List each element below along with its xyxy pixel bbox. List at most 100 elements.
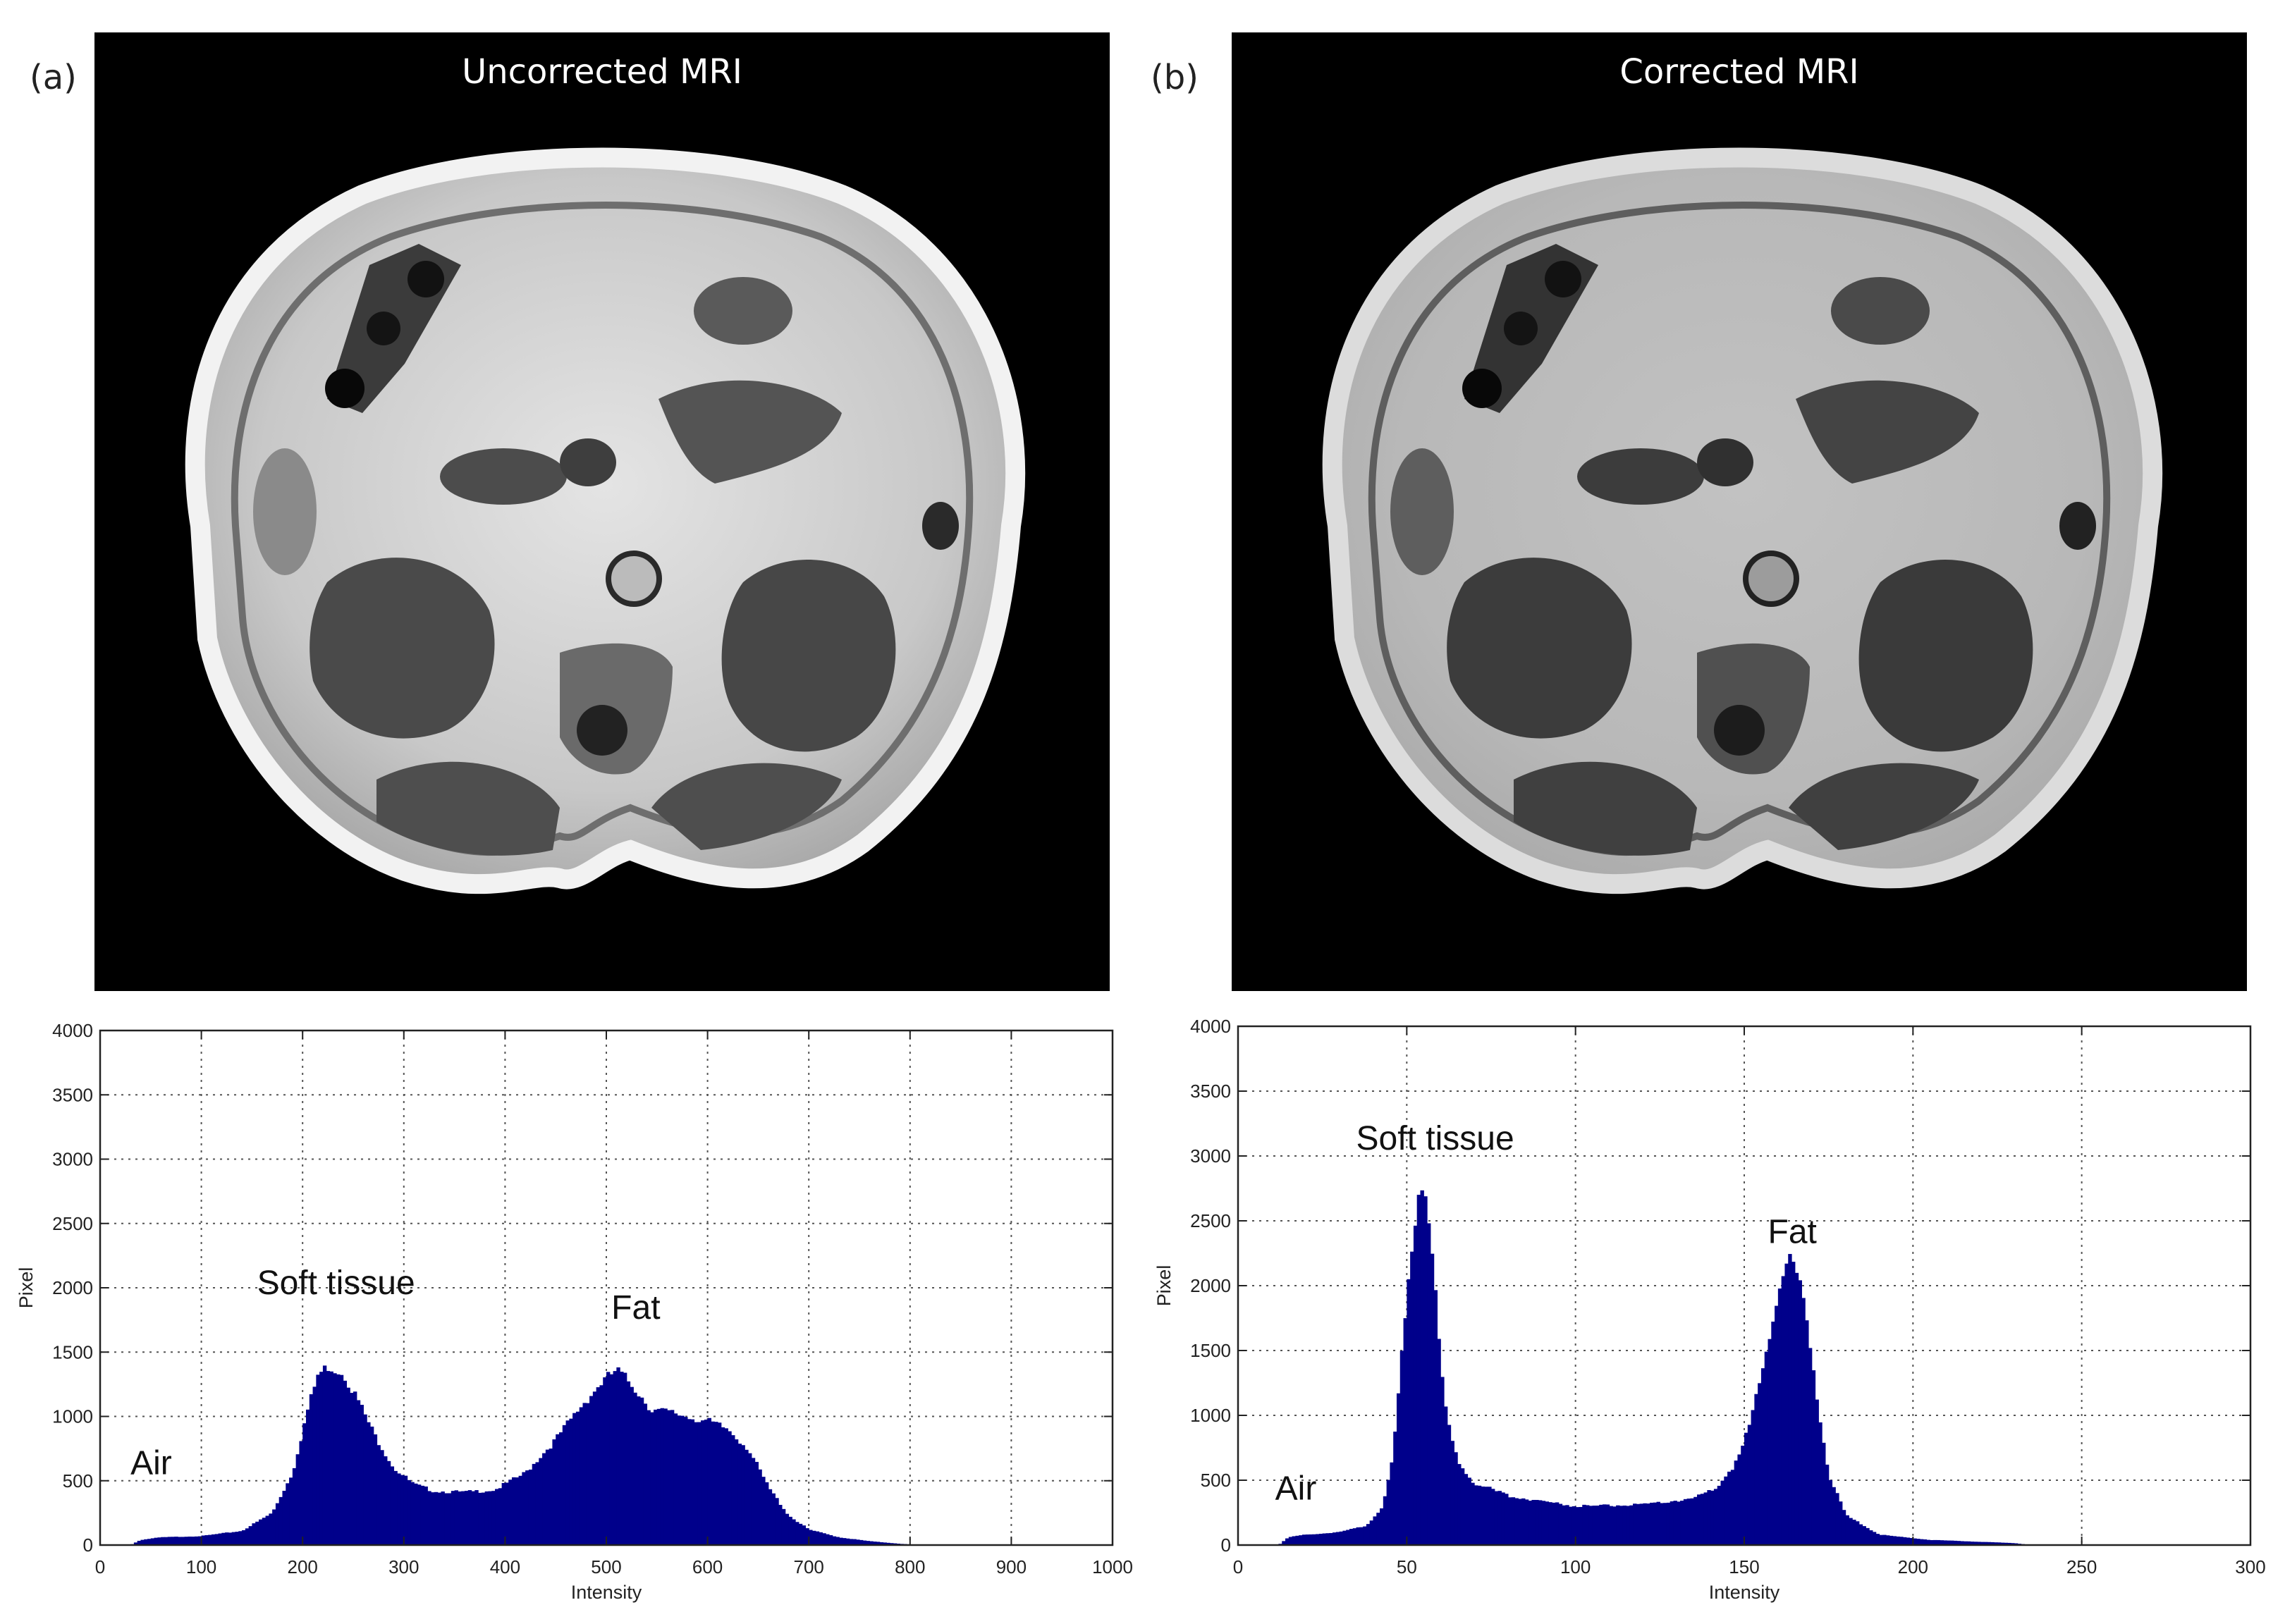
histogram-bar (1423, 1196, 1428, 1545)
histogram-bar (1788, 1254, 1792, 1545)
histogram-bar (1514, 1498, 1519, 1545)
histogram-bar (1949, 1540, 1954, 1545)
histogram-bar (1751, 1410, 1755, 1545)
x-tick-label: 800 (895, 1556, 925, 1577)
histogram-bar (1595, 1506, 1600, 1545)
histogram-bar (1616, 1505, 1620, 1545)
annotation-label: Fat (1768, 1213, 1817, 1250)
histogram-bar (1639, 1503, 1643, 1545)
histogram-bar (1575, 1507, 1580, 1545)
histogram-bar (238, 1531, 243, 1545)
histogram-bar (1663, 1503, 1667, 1545)
histogram-bar (1673, 1501, 1677, 1545)
histogram-bar (1569, 1506, 1573, 1545)
histogram-bar (1430, 1253, 1435, 1545)
histogram-bar (1727, 1471, 1732, 1545)
histogram-bar (1822, 1442, 1826, 1545)
histogram-bar (1555, 1502, 1560, 1545)
histogram-bar (1605, 1504, 1610, 1545)
histogram-bar (312, 1386, 317, 1545)
x-tick-label: 300 (2235, 1556, 2265, 1577)
histogram-bar (1808, 1348, 1813, 1545)
histogram-bar (178, 1537, 182, 1545)
histogram-bar (528, 1469, 533, 1545)
x-tick-label: 100 (1560, 1556, 1591, 1577)
histogram-bar (815, 1531, 820, 1545)
histogram-bar (1835, 1493, 1839, 1545)
histogram-bar (1710, 1490, 1715, 1545)
x-tick-label: 900 (996, 1556, 1027, 1577)
histogram-bar (221, 1532, 226, 1545)
histogram-bar (1811, 1370, 1816, 1545)
histogram-bar (147, 1539, 152, 1545)
histogram-bar (410, 1482, 415, 1545)
histogram-bar (1403, 1318, 1407, 1545)
panel-label-a: (a) (30, 58, 77, 97)
histogram-bar (1690, 1498, 1694, 1545)
histogram-bar (1333, 1532, 1337, 1545)
histogram-bar (1524, 1499, 1529, 1545)
mri-scan-graphic (185, 147, 1026, 894)
histogram-bar (795, 1522, 800, 1545)
histogram-bar (721, 1427, 725, 1545)
histogram-bar (1582, 1504, 1586, 1545)
histogram-bar (558, 1432, 563, 1545)
histogram-bar (350, 1393, 354, 1545)
histogram-bar (414, 1483, 418, 1545)
histogram-bar (1386, 1480, 1390, 1545)
histogram-bar (843, 1538, 847, 1545)
histogram-bar (1633, 1503, 1637, 1545)
histogram-bar (809, 1530, 813, 1545)
histogram-bar (1970, 1542, 1975, 1545)
histogram-bar (1758, 1383, 1762, 1545)
histogram-bar (1548, 1502, 1552, 1545)
histogram-bar (539, 1458, 543, 1545)
histogram-bar (623, 1372, 627, 1545)
histogram-bar (1977, 1542, 1981, 1545)
mri-title-uncorrected: Uncorrected MRI (462, 52, 742, 92)
histogram-bar (1926, 1539, 1930, 1545)
histogram-bar (1636, 1503, 1641, 1545)
histogram-bar (1862, 1526, 1866, 1545)
histogram-bar (1737, 1454, 1741, 1545)
histogram-bar (1845, 1515, 1849, 1545)
histogram-bar (161, 1537, 165, 1545)
x-tick-label: 200 (288, 1556, 318, 1577)
histogram-bar (701, 1420, 705, 1545)
histogram-bar (1646, 1503, 1650, 1545)
panel-label-b: (b) (1151, 58, 1199, 97)
histogram-bar (360, 1405, 364, 1545)
histogram-bar (1443, 1406, 1448, 1545)
histogram-bar (1656, 1501, 1660, 1545)
histogram-bar (1626, 1506, 1630, 1545)
histogram-bar (1531, 1499, 1536, 1545)
histogram-bar (144, 1539, 148, 1545)
histogram-bar (448, 1493, 452, 1545)
histogram-bar (852, 1539, 857, 1545)
histogram-bar (552, 1439, 556, 1545)
histogram-bar (582, 1403, 587, 1545)
histogram-bar (336, 1374, 341, 1545)
x-tick-label: 500 (591, 1556, 621, 1577)
histogram-bar (1923, 1539, 1928, 1545)
histogram-bar (1703, 1492, 1708, 1545)
histogram-bar (195, 1536, 199, 1545)
histogram-bar (1342, 1530, 1347, 1545)
histogram-bar (839, 1537, 843, 1545)
histogram-bar (1285, 1538, 1289, 1545)
histogram-bar (180, 1537, 185, 1545)
y-tick-label: 3000 (52, 1149, 93, 1170)
histogram-bar (549, 1448, 553, 1545)
histogram-bar (1481, 1486, 1485, 1545)
y-tick-label: 500 (1201, 1470, 1231, 1491)
histogram-bar (1407, 1279, 1411, 1545)
histogram-bar (714, 1422, 718, 1545)
y-tick-label: 4000 (52, 1020, 93, 1041)
histogram-bar (333, 1373, 337, 1545)
histogram-bar (1953, 1540, 1958, 1545)
histogram-bar (1693, 1496, 1698, 1545)
histogram-bar (1359, 1527, 1364, 1545)
histogram-bar (367, 1422, 371, 1545)
histogram-bar (694, 1422, 698, 1545)
histogram-bar (515, 1477, 520, 1545)
